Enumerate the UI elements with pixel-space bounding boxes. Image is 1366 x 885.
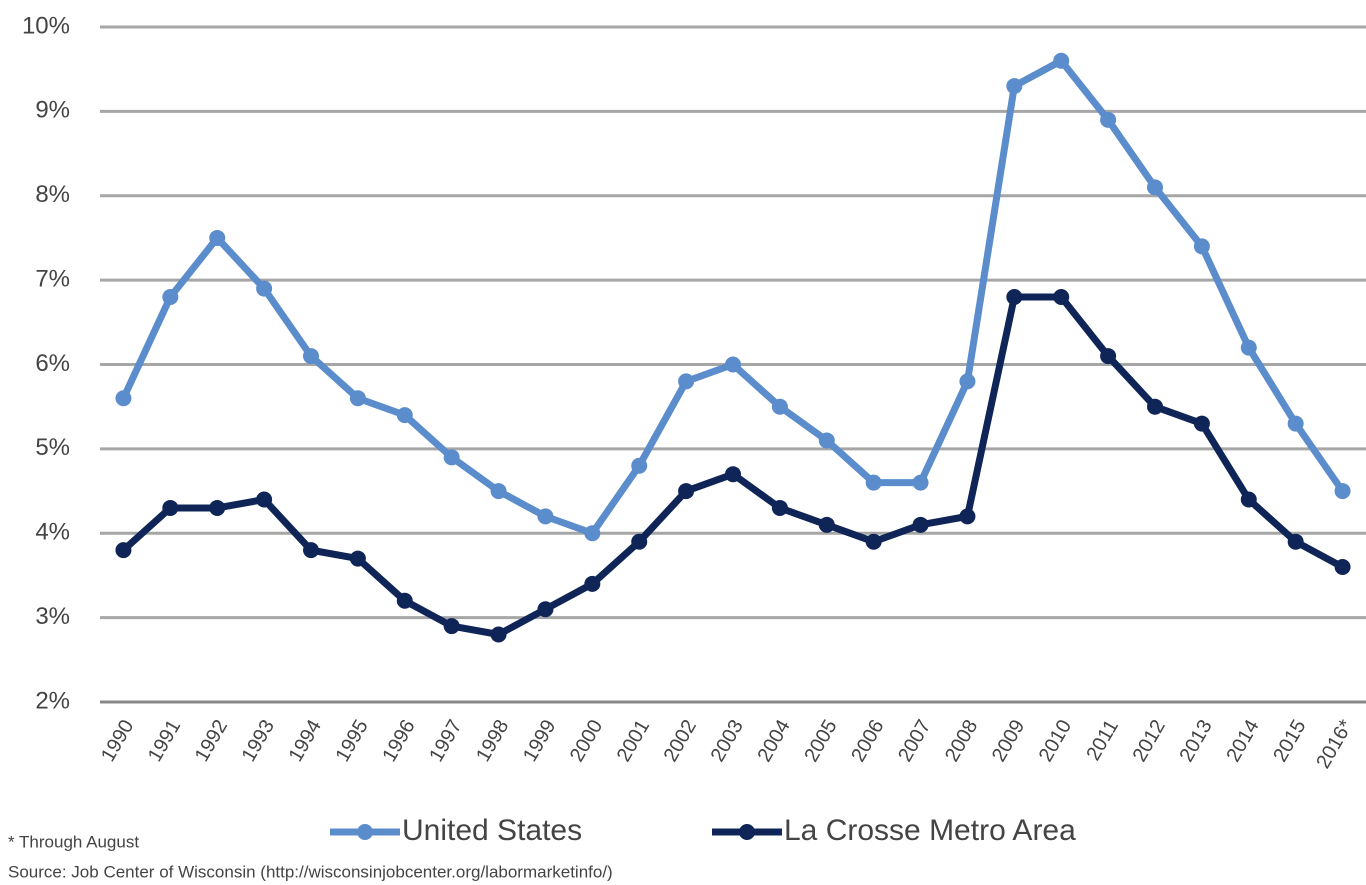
legend-label: La Crosse Metro Area — [784, 814, 1076, 847]
point-marker — [115, 542, 132, 559]
point-marker — [1053, 289, 1070, 305]
y-tick-label: 4% — [35, 519, 70, 546]
point-marker — [584, 525, 601, 542]
point-marker — [959, 508, 976, 525]
point-marker — [959, 373, 976, 390]
series-line — [120, 57, 1346, 537]
footnote: * Through August — [8, 832, 139, 851]
point-marker — [1334, 483, 1351, 500]
point-marker — [1287, 533, 1304, 550]
point-marker — [303, 542, 319, 559]
x-tick-label: 2002 — [660, 716, 701, 766]
legend-marker — [357, 824, 373, 840]
point-marker — [162, 499, 179, 516]
x-tick-label: 2000 — [566, 716, 607, 766]
point-marker — [256, 280, 273, 297]
y-tick-label: 7% — [35, 265, 70, 292]
point-marker — [349, 550, 366, 567]
point-marker — [443, 618, 460, 635]
y-tick-label: 3% — [35, 603, 70, 630]
point-marker — [1100, 348, 1117, 365]
point-marker — [396, 592, 413, 609]
x-tick-label: 1993 — [238, 716, 279, 766]
point-marker — [1006, 78, 1023, 95]
point-marker — [631, 457, 648, 474]
point-marker — [771, 499, 788, 516]
point-marker — [912, 474, 929, 491]
x-tick-label: 1990 — [97, 716, 138, 766]
point-marker — [256, 491, 273, 508]
x-tick-label: 2012 — [1129, 716, 1170, 766]
x-tick-label: 2005 — [800, 716, 841, 766]
point-marker — [912, 516, 929, 533]
x-tick-label: 1999 — [519, 716, 560, 766]
y-tick-label: 9% — [35, 97, 70, 124]
point-marker — [678, 373, 695, 390]
point-marker — [303, 348, 319, 365]
x-tick-label: 2010 — [1035, 716, 1076, 766]
point-marker — [537, 508, 554, 525]
point-marker — [209, 499, 226, 516]
x-tick-label: 2001 — [613, 716, 654, 766]
point-marker — [349, 390, 366, 407]
point-marker — [1287, 415, 1304, 432]
point-marker — [865, 533, 882, 550]
point-marker — [1240, 339, 1257, 356]
point-marker — [865, 474, 882, 491]
point-marker — [1147, 398, 1163, 415]
y-tick-label: 8% — [35, 181, 70, 208]
point-marker — [584, 575, 601, 592]
x-tick-label: 2016* — [1312, 716, 1357, 772]
point-marker — [1240, 491, 1257, 508]
y-tick-label: 10% — [22, 12, 70, 39]
point-marker — [678, 483, 695, 500]
x-tick-label: 2003 — [707, 716, 748, 766]
x-tick-label: 2015 — [1269, 716, 1310, 766]
y-tick-label: 5% — [35, 434, 70, 461]
point-marker — [162, 289, 179, 305]
point-marker — [209, 229, 226, 246]
point-marker — [490, 483, 507, 500]
x-tick-label: 1995 — [331, 716, 372, 766]
x-tick-label: 1997 — [425, 716, 466, 766]
point-marker — [818, 516, 835, 533]
legend-label: United States — [402, 814, 582, 847]
x-tick-label: 1991 — [144, 716, 185, 766]
source-note: Source: Job Center of Wisconsin (http://… — [8, 862, 613, 881]
point-marker — [396, 407, 413, 424]
x-tick-label: 1994 — [285, 716, 326, 766]
x-tick-label: 1998 — [472, 716, 513, 766]
point-marker — [1193, 238, 1210, 255]
x-tick-label: 2008 — [941, 716, 982, 766]
point-marker — [725, 356, 741, 373]
point-marker — [115, 390, 132, 407]
point-marker — [443, 449, 460, 466]
x-tick-label: 2014 — [1222, 716, 1263, 766]
x-tick-label: 2004 — [753, 716, 794, 766]
x-tick-label: 2006 — [847, 716, 888, 766]
x-tick-label: 2011 — [1082, 716, 1123, 764]
x-tick-label: 2013 — [1175, 716, 1216, 766]
x-tick-label: 1992 — [191, 716, 232, 766]
x-tick-label: 2009 — [988, 716, 1029, 766]
x-tick-label: 2007 — [894, 716, 935, 766]
point-marker — [1334, 559, 1351, 575]
point-marker — [490, 626, 507, 643]
point-marker — [818, 432, 835, 449]
point-marker — [1193, 415, 1210, 432]
point-marker — [631, 533, 648, 550]
point-marker — [1006, 289, 1023, 305]
point-marker — [725, 466, 741, 483]
x-tick-label: 1996 — [378, 716, 419, 766]
y-tick-label: 2% — [35, 687, 70, 714]
y-tick-label: 6% — [35, 350, 70, 377]
point-marker — [1147, 179, 1163, 196]
point-marker — [537, 601, 554, 618]
point-marker — [1053, 52, 1070, 69]
point-marker — [1100, 111, 1117, 128]
point-marker — [771, 398, 788, 415]
legend-marker — [739, 824, 755, 840]
